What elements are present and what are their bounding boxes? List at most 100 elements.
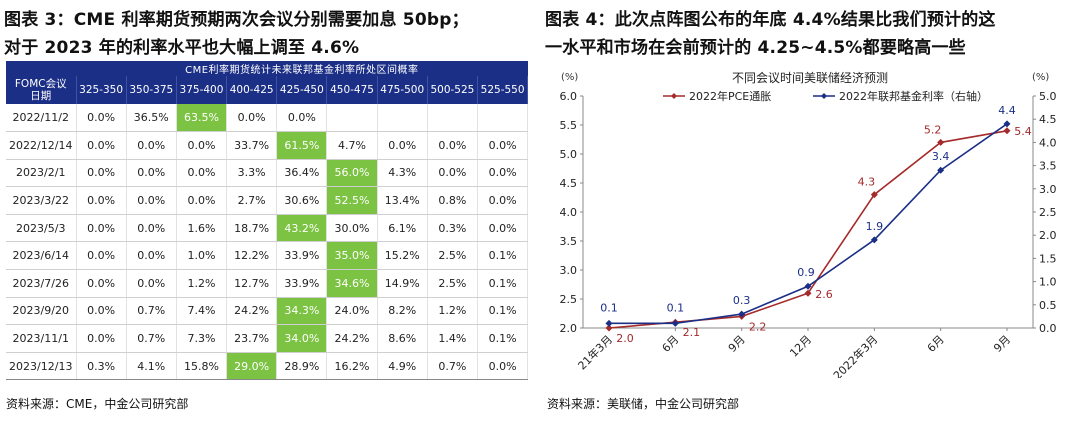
probability-cell: 12.2% (226, 241, 278, 271)
highlighted-probability-cell: 52.5% (326, 186, 378, 215)
table-corner (6, 61, 76, 76)
probability-cell: 0.0% (477, 186, 529, 215)
probability-cell: 2.7% (226, 186, 278, 215)
probability-cell: 2.5% (427, 269, 479, 298)
probability-cell: 0.0% (126, 269, 177, 298)
table-row: 2022/11/2 0.0% 36.5% 63.5% 0.0% 0.0% (6, 104, 529, 133)
rate-range-header: 500-525 (427, 76, 479, 104)
fed-projection-chart-svg: 不同会议时间美联储经济预测 (%) (%) 2022年PCE通胀 2022年联邦基… (560, 70, 1057, 382)
left-tick-label: 5.5 (560, 119, 578, 132)
rate-range-header: 450-475 (326, 76, 378, 104)
probability-cell: 1.0% (176, 241, 228, 271)
right-tick-label: 1.5 (1039, 252, 1057, 265)
probability-cell: 18.7% (226, 214, 278, 243)
left-tick-label: 4.0 (560, 206, 578, 219)
probability-cell: 16.2% (326, 352, 378, 381)
data-label: 2.6 (815, 288, 833, 301)
right-tick-label: 0.0 (1039, 322, 1057, 335)
x-tick-label: 9月 (726, 333, 748, 355)
probability-cell: 1.2% (176, 269, 228, 298)
probability-cell (326, 104, 378, 133)
right-tick-label: 4.5 (1039, 113, 1057, 126)
probability-cell: 0.0% (126, 131, 177, 160)
series-point (804, 282, 812, 290)
series-point (804, 289, 812, 297)
probability-cell: 23.7% (226, 324, 278, 353)
probability-cell: 0.0% (76, 104, 127, 133)
probability-cell: 33.9% (276, 241, 328, 271)
highlighted-probability-cell: 34.6% (326, 269, 378, 298)
chart-series: 2.0 2.1 2.2 2.6 4.3 5.2 5.4 0.1 0.1 0.3 0.9 1.9 3.4 4… (600, 104, 1032, 345)
probability-cell: 0.1% (477, 269, 529, 298)
data-label: 1.9 (866, 220, 884, 233)
x-tick-label: 6月 (660, 333, 682, 355)
data-label: 2.2 (749, 320, 767, 333)
highlighted-probability-cell: 43.2% (276, 214, 328, 243)
series-point (605, 319, 613, 327)
series-point (937, 166, 945, 174)
probability-cell: 0.0% (477, 214, 529, 243)
probability-cell: 0.0% (427, 159, 479, 188)
fomc-date-cell: 2023/5/3 (6, 214, 77, 243)
probability-cell: 0.0% (477, 131, 529, 160)
cme-probability-table: CME利率期货统计未来联邦基金利率所处区间概率 FOMC会议 日期 325-35… (6, 61, 529, 381)
left-title-line1: 图表 3：CME 利率期货预期两次会议分别需要加息 50bp； (4, 10, 469, 30)
rate-range-header: 525-550 (477, 76, 529, 104)
legend-label: 2022年联邦基金利率（右轴） (839, 89, 988, 103)
table-row: 2023/5/3 0.0% 0.0% 1.6% 18.7% 43.2% 30.0% 6.1% 0… (6, 214, 529, 243)
rate-range-header: 400-425 (226, 76, 278, 104)
series-point (1003, 127, 1011, 135)
data-label: 0.9 (797, 266, 815, 279)
x-tick-label: 9月 (991, 333, 1013, 355)
left-figure-panel: 图表 3：CME 利率期货预期两次会议分别需要加息 50bp； 对于 2023 … (4, 0, 532, 422)
table-row: 2023/6/14 0.0% 0.0% 1.0% 12.2% 33.9% 35.0% 15.2… (6, 241, 529, 271)
probability-cell: 0.0% (76, 297, 127, 326)
table-row: 2023/3/22 0.0% 0.0% 0.0% 2.7% 30.6% 52.5% 13.4%… (6, 186, 529, 215)
probability-cell: 7.3% (176, 324, 228, 353)
probability-cell: 7.4% (176, 297, 228, 326)
probability-cell: 4.7% (326, 131, 378, 160)
probability-cell (477, 104, 529, 133)
probability-cell: 0.0% (76, 324, 127, 353)
right-title-line2: 一水平和市场在会前预计的 4.25~4.5%都要略高一些 (545, 38, 966, 58)
probability-cell: 0.0% (76, 214, 127, 243)
probability-cell: 0.0% (126, 214, 177, 243)
right-tick-label: 3.5 (1039, 160, 1057, 173)
left-tick-label: 2.5 (560, 293, 578, 306)
legend-label: 2022年PCE通胀 (689, 89, 771, 103)
table-row: 2023/11/1 0.0% 0.7% 7.3% 23.7% 34.0% 24.2% 8.6%… (6, 324, 529, 353)
right-tick-label: 2.0 (1039, 229, 1057, 242)
probability-cell: 13.4% (377, 186, 428, 215)
right-title-line1: 图表 4：此次点阵图公布的年底 4.4%结果比我们预计的这 (545, 10, 996, 30)
probability-cell: 3.3% (226, 159, 278, 188)
probability-cell: 36.4% (276, 159, 328, 188)
left-tick-label: 4.5 (560, 177, 578, 190)
probability-cell: 0.0% (76, 186, 127, 215)
data-label: 4.3 (858, 176, 876, 189)
probability-cell: 4.9% (377, 352, 428, 381)
probability-cell: 28.9% (276, 352, 328, 381)
probability-cell: 0.0% (427, 131, 479, 160)
probability-cell: 0.0% (377, 131, 428, 160)
probability-cell (377, 104, 428, 133)
probability-cell: 24.2% (226, 297, 278, 326)
left-tick-label: 3.0 (560, 264, 578, 277)
data-label: 2.1 (683, 326, 701, 339)
chart-title: 不同会议时间美联储经济预测 (732, 70, 888, 85)
right-axis-unit: (%) (1032, 72, 1049, 83)
legend-marker (821, 93, 827, 99)
probability-cell: 1.2% (427, 297, 479, 326)
table-row: 2023/2/1 0.0% 0.0% 0.0% 3.3% 36.4% 56.0% 4.3% 0.… (6, 159, 529, 188)
probability-cell: 0.1% (477, 297, 529, 326)
fomc-date-cell: 2023/6/14 (6, 241, 77, 271)
left-tick-label: 2.0 (560, 322, 578, 335)
highlighted-probability-cell: 34.0% (276, 324, 328, 353)
series-point (870, 236, 878, 244)
data-label: 0.3 (733, 294, 751, 307)
rate-range-header: 425-450 (276, 76, 328, 104)
data-label: 0.1 (667, 301, 685, 314)
fomc-date-cell: 2022/11/2 (6, 104, 77, 133)
probability-cell: 0.7% (427, 352, 479, 381)
probability-cell: 0.3% (76, 352, 127, 381)
rate-range-header: 325-350 (76, 76, 127, 104)
